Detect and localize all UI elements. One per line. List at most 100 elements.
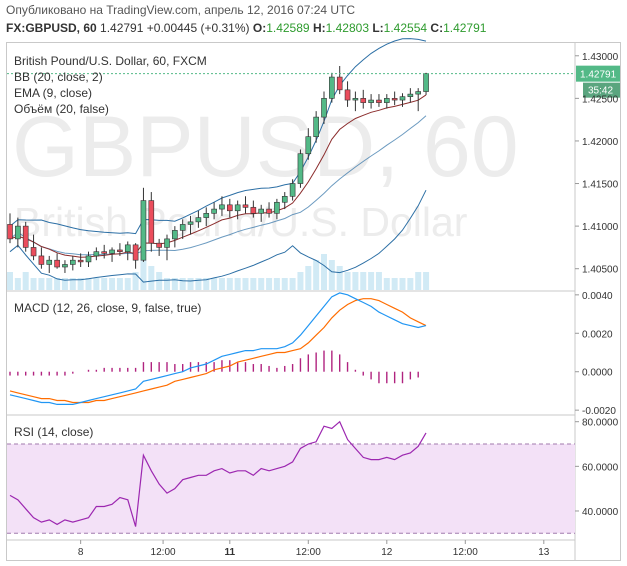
close-value: 1.42791 bbox=[443, 21, 487, 35]
bb-upper-line bbox=[9, 38, 427, 235]
candle-body bbox=[124, 244, 131, 252]
volume-bar bbox=[218, 278, 225, 290]
candle-body bbox=[203, 213, 210, 218]
candle-body bbox=[22, 225, 29, 248]
volume-bar bbox=[140, 260, 147, 290]
candle-body bbox=[227, 204, 233, 212]
volume-bar bbox=[250, 278, 257, 290]
volume-bar bbox=[399, 278, 406, 290]
symbol-label[interactable]: FX:GBPUSD, 60 bbox=[6, 21, 97, 35]
candle-body bbox=[117, 249, 123, 252]
volume-bar bbox=[289, 278, 296, 290]
price-y-tick-label: 1.41500 bbox=[582, 180, 619, 191]
volume-legend[interactable]: Объём (20, false) bbox=[14, 102, 109, 116]
volume-bar bbox=[77, 278, 84, 290]
candle-body bbox=[274, 201, 280, 214]
open-value: 1.42589 bbox=[266, 21, 310, 35]
macd-line bbox=[9, 292, 427, 405]
volume-bar bbox=[297, 272, 304, 290]
watermark-name: British Pound/U.S. Dollar bbox=[14, 199, 467, 245]
price-y-tick-label: 1.42000 bbox=[582, 137, 619, 148]
candle-body bbox=[93, 251, 100, 257]
volume-bar bbox=[69, 278, 76, 290]
volume-bar bbox=[156, 272, 163, 290]
volume-bar bbox=[171, 278, 178, 290]
x-tick-label: 12:00 bbox=[151, 547, 176, 558]
volume-bar bbox=[46, 278, 53, 290]
candle-body bbox=[376, 99, 382, 103]
volume-bar bbox=[179, 278, 186, 290]
volume-bar bbox=[321, 254, 327, 290]
x-tick-label: 8 bbox=[78, 547, 84, 558]
candle-body bbox=[266, 208, 272, 214]
bb-legend[interactable]: BB (20, close, 2) bbox=[14, 70, 103, 84]
volume-bar bbox=[30, 278, 37, 290]
volume-bar bbox=[273, 278, 280, 290]
ema-legend[interactable]: EMA (9, close) bbox=[14, 86, 93, 100]
candle-body bbox=[179, 224, 186, 231]
macd-legend[interactable]: MACD (12, 26, close, 9, false, true) bbox=[14, 301, 202, 315]
high-label: H: bbox=[312, 21, 326, 35]
close-label: C: bbox=[430, 21, 444, 35]
price-tag bbox=[576, 65, 620, 82]
rsi-band bbox=[7, 444, 575, 534]
macd-y-tick-label: 0.0020 bbox=[582, 329, 613, 340]
candle-body bbox=[101, 251, 107, 254]
bb-lower-line bbox=[9, 189, 427, 283]
volume-bar bbox=[148, 266, 155, 290]
candle-body bbox=[211, 208, 217, 214]
rsi-legend[interactable]: RSI (14, close) bbox=[14, 425, 94, 439]
candle-body bbox=[423, 73, 429, 92]
rsi-y-tick-label: 80.0000 bbox=[582, 418, 619, 429]
x-tick-label: 12 bbox=[381, 547, 393, 558]
volume-bar bbox=[336, 266, 343, 290]
low-value: 1.42554 bbox=[383, 21, 428, 35]
candle-body bbox=[15, 225, 21, 240]
volume-bar bbox=[352, 272, 359, 290]
candle-body bbox=[329, 76, 335, 99]
last-price: 1.42791 bbox=[100, 21, 144, 35]
price-y-tick-label: 1.40500 bbox=[582, 265, 619, 276]
volume-bar bbox=[22, 272, 29, 290]
candle-body bbox=[383, 98, 390, 103]
x-tick-label: 12:00 bbox=[453, 547, 478, 558]
candle-body bbox=[297, 153, 304, 184]
volume-bar bbox=[391, 278, 398, 290]
macd-y-tick-label: 0.0040 bbox=[582, 291, 613, 302]
volume-bar bbox=[328, 260, 335, 290]
price-pane-title: British Pound/U.S. Dollar, 60, FXCM bbox=[14, 54, 207, 68]
watermark-symbol: GBPUSD, 60 bbox=[12, 99, 519, 195]
candle-body bbox=[77, 259, 84, 263]
volume-bar bbox=[7, 272, 13, 290]
volume-bar bbox=[85, 278, 92, 290]
bb-basis-line bbox=[9, 115, 427, 256]
macd-y-tick-label: 0.0000 bbox=[582, 368, 613, 379]
low-label: L: bbox=[372, 21, 384, 35]
candle-body bbox=[289, 183, 296, 197]
volume-bar bbox=[124, 278, 131, 290]
candle-body bbox=[234, 204, 241, 212]
volume-bar bbox=[211, 278, 218, 290]
candle-body bbox=[321, 98, 327, 118]
candle-body bbox=[407, 93, 414, 97]
chart-frame bbox=[6, 42, 621, 561]
volume-bar bbox=[360, 272, 367, 290]
volume-bar bbox=[14, 278, 21, 290]
rsi-y-tick-label: 40.0000 bbox=[582, 507, 619, 518]
symbol-quote-bar: FX:GBPUSD, 60 1.42791 +0.00445 (+0.31%) … bbox=[6, 21, 486, 35]
price-tag-text: 1.42791 bbox=[580, 70, 617, 81]
volume-bar bbox=[164, 278, 170, 290]
volume-bar bbox=[383, 278, 390, 290]
volume-bar bbox=[234, 278, 241, 290]
volume-bar bbox=[266, 278, 273, 290]
candle-body bbox=[85, 255, 92, 263]
volume-bar bbox=[407, 278, 414, 290]
rsi-y-tick-label: 60.0000 bbox=[582, 462, 619, 473]
countdown-tag bbox=[583, 82, 620, 98]
volume-bar bbox=[305, 266, 312, 290]
candle-body bbox=[219, 204, 225, 210]
price-y-tick-label: 1.42500 bbox=[582, 94, 619, 105]
candle-body bbox=[305, 136, 312, 155]
candle-body bbox=[132, 244, 139, 261]
